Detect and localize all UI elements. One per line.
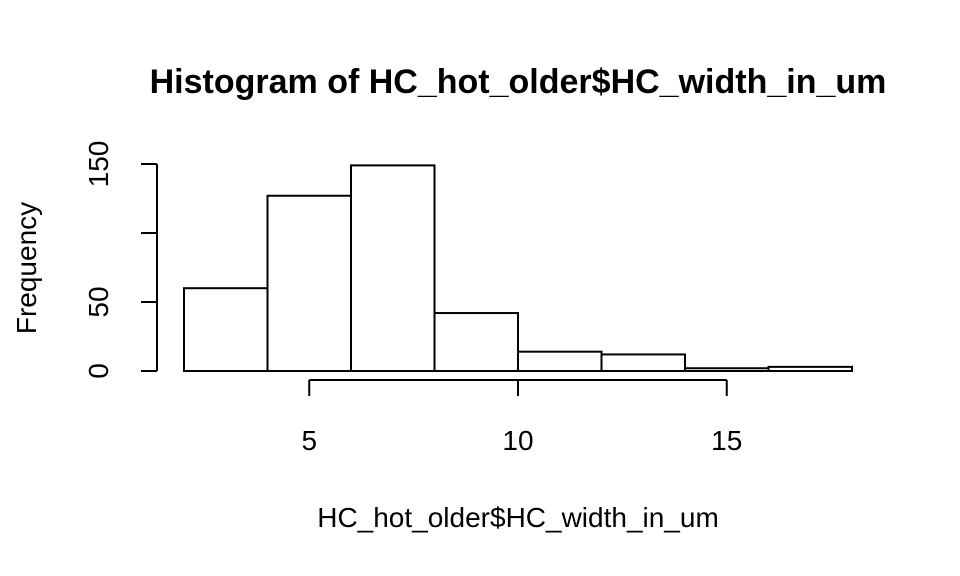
- y-tick-label-150: 150: [83, 141, 114, 188]
- histogram-bar-6: [600, 353, 686, 373]
- histogram-bar-2: [266, 194, 352, 372]
- histogram-bar-3: [350, 164, 436, 372]
- x-tick-label-5: 5: [301, 425, 317, 456]
- x-tick-label-10: 10: [502, 425, 533, 456]
- x-axis-label: HC_hot_older$HC_width_in_um: [317, 502, 719, 533]
- y-axis: 0 50 150: [83, 141, 158, 379]
- histogram-bar-8: [767, 365, 853, 372]
- histogram-bar-7: [684, 367, 770, 372]
- x-axis: 5 10 15: [301, 379, 742, 456]
- histogram-bar-4: [433, 312, 519, 373]
- y-tick-label-0: 0: [83, 363, 114, 379]
- y-tick-label-50: 50: [83, 286, 114, 317]
- x-tick-label-15: 15: [711, 425, 742, 456]
- histogram-bar-1: [183, 287, 269, 373]
- chart-title: Histogram of HC_hot_older$HC_width_in_um: [150, 63, 887, 101]
- histogram-bar-5: [517, 350, 603, 372]
- y-axis-label: Frequency: [11, 202, 42, 334]
- bars-group: [183, 164, 853, 373]
